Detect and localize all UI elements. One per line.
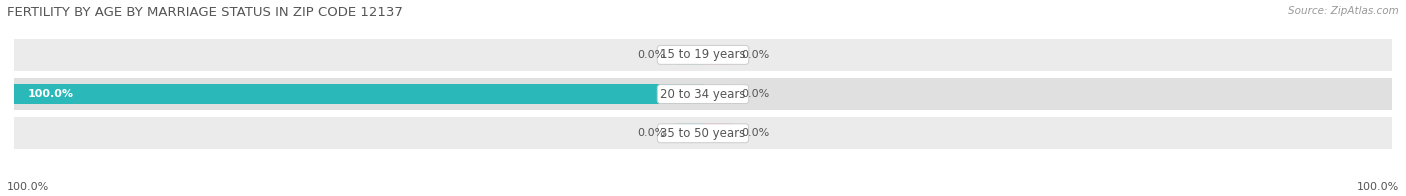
Text: 100.0%: 100.0%: [1357, 182, 1399, 192]
Bar: [14, 117, 1392, 149]
Bar: [675, 123, 703, 143]
Text: 0.0%: 0.0%: [637, 50, 665, 60]
Text: 100.0%: 100.0%: [28, 89, 75, 99]
Bar: [14, 84, 703, 104]
Bar: [14, 39, 1392, 71]
Text: 100.0%: 100.0%: [7, 182, 49, 192]
Bar: [703, 123, 731, 143]
Bar: [675, 45, 703, 65]
Text: Source: ZipAtlas.com: Source: ZipAtlas.com: [1288, 6, 1399, 16]
Bar: [703, 84, 731, 104]
Text: 35 to 50 years: 35 to 50 years: [661, 127, 745, 140]
Text: 20 to 34 years: 20 to 34 years: [661, 88, 745, 101]
Bar: [14, 78, 1392, 110]
Text: 15 to 19 years: 15 to 19 years: [661, 48, 745, 61]
Text: FERTILITY BY AGE BY MARRIAGE STATUS IN ZIP CODE 12137: FERTILITY BY AGE BY MARRIAGE STATUS IN Z…: [7, 6, 404, 19]
Bar: [703, 45, 731, 65]
Text: 0.0%: 0.0%: [741, 128, 769, 138]
Text: 0.0%: 0.0%: [637, 128, 665, 138]
Text: 0.0%: 0.0%: [741, 89, 769, 99]
Text: 0.0%: 0.0%: [741, 50, 769, 60]
